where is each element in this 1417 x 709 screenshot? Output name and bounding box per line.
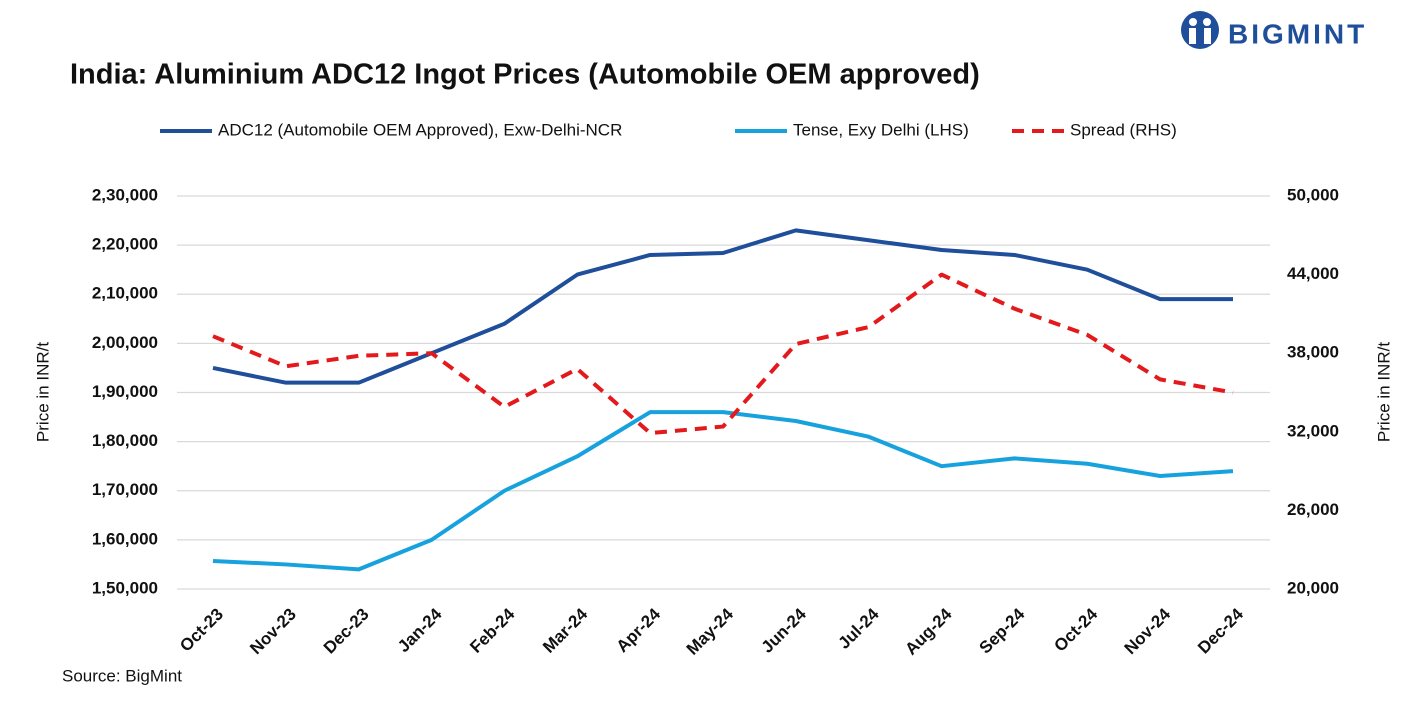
x-tick-label: Dec-23 — [320, 605, 373, 658]
logo-text: BIGMINT — [1228, 18, 1367, 49]
x-tick-label: Mar-24 — [539, 604, 592, 657]
y-tick-label: 1,50,000 — [92, 578, 158, 597]
legend-label: ADC12 (Automobile OEM Approved), Exw-Del… — [218, 120, 622, 139]
y2-tick-label: 50,000 — [1287, 185, 1339, 204]
x-tick-label: Jan-24 — [394, 604, 446, 656]
x-tick-label: Feb-24 — [466, 604, 519, 657]
x-tick-label: Nov-24 — [1121, 604, 1175, 658]
x-tick-label: Oct-23 — [176, 605, 227, 656]
source-note: Source: BigMint — [62, 666, 182, 685]
logo-icon-body — [1189, 28, 1196, 44]
x-tick-label: Nov-23 — [246, 605, 300, 659]
legend-label: Tense, Exy Delhi (LHS) — [793, 120, 969, 139]
x-tick-label: Jun-24 — [758, 604, 811, 657]
y-tick-label: 2,30,000 — [92, 185, 158, 204]
y2-tick-label: 44,000 — [1287, 264, 1339, 283]
logo: BIGMINT — [1181, 11, 1367, 49]
y-tick-label: 2,00,000 — [92, 333, 158, 352]
y-tick-label: 1,80,000 — [92, 431, 158, 450]
y-tick-label: 2,20,000 — [92, 235, 158, 254]
logo-icon — [1181, 11, 1219, 49]
y2-tick-label: 26,000 — [1287, 500, 1339, 519]
legend-label: Spread (RHS) — [1070, 120, 1177, 139]
x-tick-label: Sep-24 — [976, 604, 1029, 657]
x-tick-label: May-24 — [683, 604, 738, 659]
series-line — [212, 272, 1234, 436]
y2-tick-label: 32,000 — [1287, 421, 1339, 440]
logo-icon-head — [1189, 18, 1197, 26]
series-line — [212, 410, 1234, 572]
x-tick-label: Apr-24 — [613, 604, 665, 656]
y2-axis-title: Price in INR/t — [1374, 342, 1393, 442]
y-tick-label: 1,60,000 — [92, 529, 158, 548]
y-tick-label: 1,70,000 — [92, 480, 158, 499]
series-line — [212, 228, 1233, 385]
logo-icon-body — [1204, 28, 1211, 44]
logo-icon-head — [1203, 18, 1211, 26]
y-tick-label: 1,90,000 — [92, 382, 158, 401]
y2-tick-label: 20,000 — [1287, 578, 1339, 597]
y-axis-title: Price in INR/t — [33, 342, 52, 442]
x-tick-label: Jul-24 — [835, 604, 884, 653]
y2-tick-label: 38,000 — [1287, 343, 1339, 362]
y-tick-label: 2,10,000 — [92, 284, 158, 303]
x-tick-label: Dec-24 — [1194, 604, 1247, 657]
chart-title: India: Aluminium ADC12 Ingot Prices (Aut… — [70, 59, 980, 91]
x-tick-label: Aug-24 — [901, 604, 956, 659]
x-tick-label: Oct-24 — [1050, 604, 1101, 655]
